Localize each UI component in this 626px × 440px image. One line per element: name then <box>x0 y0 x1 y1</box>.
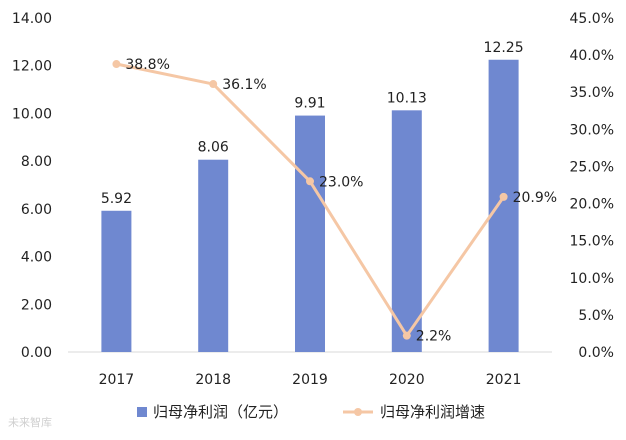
bars-group <box>101 59 519 352</box>
y-left-tick-label: 0.00 <box>21 345 52 361</box>
y-right-tick-label: 40.0% <box>570 48 614 64</box>
line-data-label: 38.8% <box>125 57 169 73</box>
legend-bar-label: 归母净利润（亿元） <box>153 403 288 421</box>
bar <box>391 110 422 352</box>
y-right-tick-label: 10.0% <box>570 271 614 287</box>
bar <box>198 159 229 352</box>
x-tick-label: 2021 <box>486 372 522 388</box>
y-right-tick-label: 15.0% <box>570 234 614 250</box>
x-tick-label: 2017 <box>99 372 135 388</box>
line-data-label: 23.0% <box>319 174 363 190</box>
y-right-tick-label: 25.0% <box>570 159 614 175</box>
watermark-text: 未来智库 <box>8 415 52 429</box>
bar-data-label: 9.91 <box>294 96 325 112</box>
line-data-label: 2.2% <box>416 329 452 345</box>
line-point <box>112 60 121 69</box>
bar <box>101 210 132 352</box>
bar-data-label: 10.13 <box>387 90 427 106</box>
y-left-tick-label: 12.00 <box>12 59 52 75</box>
y-right-tick-label: 30.0% <box>570 122 614 138</box>
line-group <box>112 60 508 340</box>
y-right-tick-label: 20.0% <box>570 197 614 213</box>
y-left-tick-label: 6.00 <box>21 202 52 218</box>
legend-line-marker <box>354 408 362 416</box>
bar-data-label: 12.25 <box>484 40 524 56</box>
line-point <box>306 177 314 186</box>
bar <box>295 115 325 352</box>
data-labels-group: 5.92 8.06 9.91 10.13 12.25 38.8% 36.1% 23.0% 2.2… <box>101 40 557 345</box>
bar-data-label: 5.92 <box>101 191 132 207</box>
y-left-tick-label: 10.00 <box>12 106 52 122</box>
line-data-label: 36.1% <box>222 77 266 93</box>
y-right-tick-label: 45.0% <box>570 11 614 27</box>
line-point <box>499 192 508 201</box>
bar-data-label: 8.06 <box>198 140 229 156</box>
bar <box>488 59 519 352</box>
y-left-tick-label: 2.00 <box>21 297 52 313</box>
y-right-tick-label: 5.0% <box>578 308 614 324</box>
x-tick-label: 2018 <box>195 372 231 388</box>
legend-bar-swatch <box>137 407 147 417</box>
axes-group: 0.00 2.00 4.00 6.00 8.00 10.00 12.00 14.00 0.0% 5… <box>12 11 614 388</box>
x-tick-label: 2020 <box>389 372 425 388</box>
x-tick-label: 2019 <box>292 372 328 388</box>
y-left-tick-label: 4.00 <box>21 250 52 266</box>
y-left-tick-label: 14.00 <box>12 11 52 27</box>
legend: 归母净利润（亿元） 归母净利润增速 <box>137 403 485 421</box>
legend-line-label: 归母净利润增速 <box>380 403 485 421</box>
y-right-tick-label: 0.0% <box>578 345 614 361</box>
y-left-tick-label: 8.00 <box>21 154 52 170</box>
line-point <box>402 331 411 340</box>
y-right-tick-label: 35.0% <box>570 85 614 101</box>
line-point <box>209 80 218 89</box>
line-data-label: 20.9% <box>513 190 557 206</box>
